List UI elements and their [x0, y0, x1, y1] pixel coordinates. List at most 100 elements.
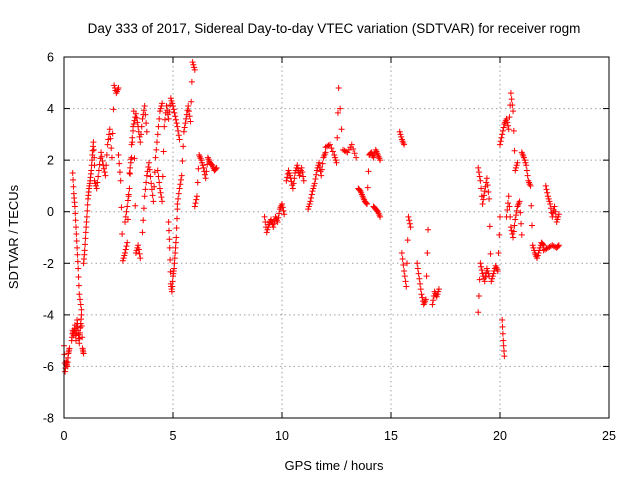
- data-point: [159, 173, 166, 180]
- data-point: [506, 114, 513, 121]
- data-point: [169, 278, 176, 285]
- data-point: [74, 258, 81, 265]
- data-point: [370, 154, 377, 161]
- data-point: [169, 100, 176, 107]
- data-point: [156, 179, 163, 186]
- data-point: [122, 213, 129, 220]
- data-point: [72, 217, 79, 224]
- data-point: [168, 97, 175, 104]
- data-point: [167, 256, 174, 263]
- data-point: [76, 329, 83, 336]
- data-point: [174, 123, 181, 130]
- data-point: [265, 224, 272, 231]
- data-point: [335, 84, 342, 91]
- data-point: [401, 141, 408, 148]
- data-point: [296, 172, 303, 179]
- data-point: [507, 224, 514, 231]
- data-point: [82, 229, 89, 236]
- data-point: [271, 220, 278, 227]
- data-point: [143, 179, 150, 186]
- data-point: [173, 225, 180, 232]
- data-point: [70, 183, 77, 190]
- data-point: [331, 151, 338, 158]
- data-point: [516, 198, 523, 205]
- data-point: [146, 159, 153, 166]
- data-point: [422, 296, 429, 303]
- data-point: [316, 159, 323, 166]
- data-point: [281, 211, 288, 218]
- data-point: [551, 203, 558, 210]
- data-point: [123, 243, 130, 250]
- data-point: [500, 124, 507, 131]
- data-point: [202, 175, 209, 182]
- data-point: [496, 231, 503, 238]
- data-point: [109, 130, 116, 137]
- data-point: [554, 216, 561, 223]
- data-point: [280, 207, 287, 214]
- data-point: [193, 196, 200, 203]
- data-point: [176, 185, 183, 192]
- data-point: [478, 267, 485, 274]
- data-point: [146, 166, 153, 173]
- data-point: [183, 115, 190, 122]
- x-tick-label: 10: [275, 429, 289, 443]
- tick-labels: 0 5 10 15 20 25 -8 -6 -4 -2 0 2 4 6: [43, 51, 616, 444]
- data-point: [269, 221, 276, 228]
- data-point: [417, 286, 424, 293]
- data-point: [159, 100, 166, 107]
- data-point: [106, 131, 113, 138]
- data-point: [310, 182, 317, 189]
- data-point: [132, 249, 139, 256]
- data-point: [170, 102, 176, 109]
- data-point: [479, 270, 486, 277]
- data-point: [177, 181, 184, 188]
- data-point: [261, 213, 268, 220]
- data-point: [486, 273, 493, 280]
- data-point: [127, 170, 134, 177]
- data-point: [201, 171, 208, 178]
- data-point: [91, 162, 98, 169]
- data-point: [500, 342, 507, 349]
- data-point: [77, 301, 84, 308]
- data-point: [154, 167, 161, 174]
- data-point: [481, 192, 488, 199]
- data-point: [481, 278, 488, 285]
- data-point: [309, 188, 316, 195]
- data-point: [124, 203, 131, 210]
- y-tick-label: 0: [47, 205, 54, 219]
- data-point: [120, 255, 127, 262]
- data-point: [173, 120, 180, 127]
- data-point: [334, 134, 341, 141]
- data-point: [364, 200, 371, 207]
- data-point: [117, 177, 124, 184]
- data-point: [308, 191, 315, 198]
- data-point: [132, 114, 139, 121]
- data-point: [522, 159, 529, 166]
- data-point: [186, 113, 193, 120]
- data-point: [264, 226, 271, 233]
- data-point: [136, 133, 143, 140]
- data-point: [504, 119, 511, 126]
- data-point: [145, 164, 152, 171]
- data-point: [307, 198, 314, 205]
- data-point: [96, 161, 103, 168]
- data-point: [122, 246, 129, 253]
- data-point: [403, 283, 410, 290]
- data-point: [350, 145, 357, 152]
- data-point: [318, 172, 325, 179]
- data-point: [154, 131, 161, 138]
- data-point: [328, 145, 335, 152]
- data-point: [121, 252, 128, 259]
- data-point: [83, 219, 90, 226]
- data-point: [191, 64, 198, 71]
- data-point: [544, 189, 551, 196]
- data-point: [135, 246, 142, 253]
- data-point: [123, 208, 130, 215]
- data-point: [111, 82, 118, 89]
- x-tick-label: 25: [602, 429, 616, 443]
- data-point: [291, 175, 298, 182]
- data-point: [283, 177, 290, 184]
- data-point: [504, 206, 511, 213]
- data-point: [290, 180, 297, 187]
- data-point: [107, 135, 114, 142]
